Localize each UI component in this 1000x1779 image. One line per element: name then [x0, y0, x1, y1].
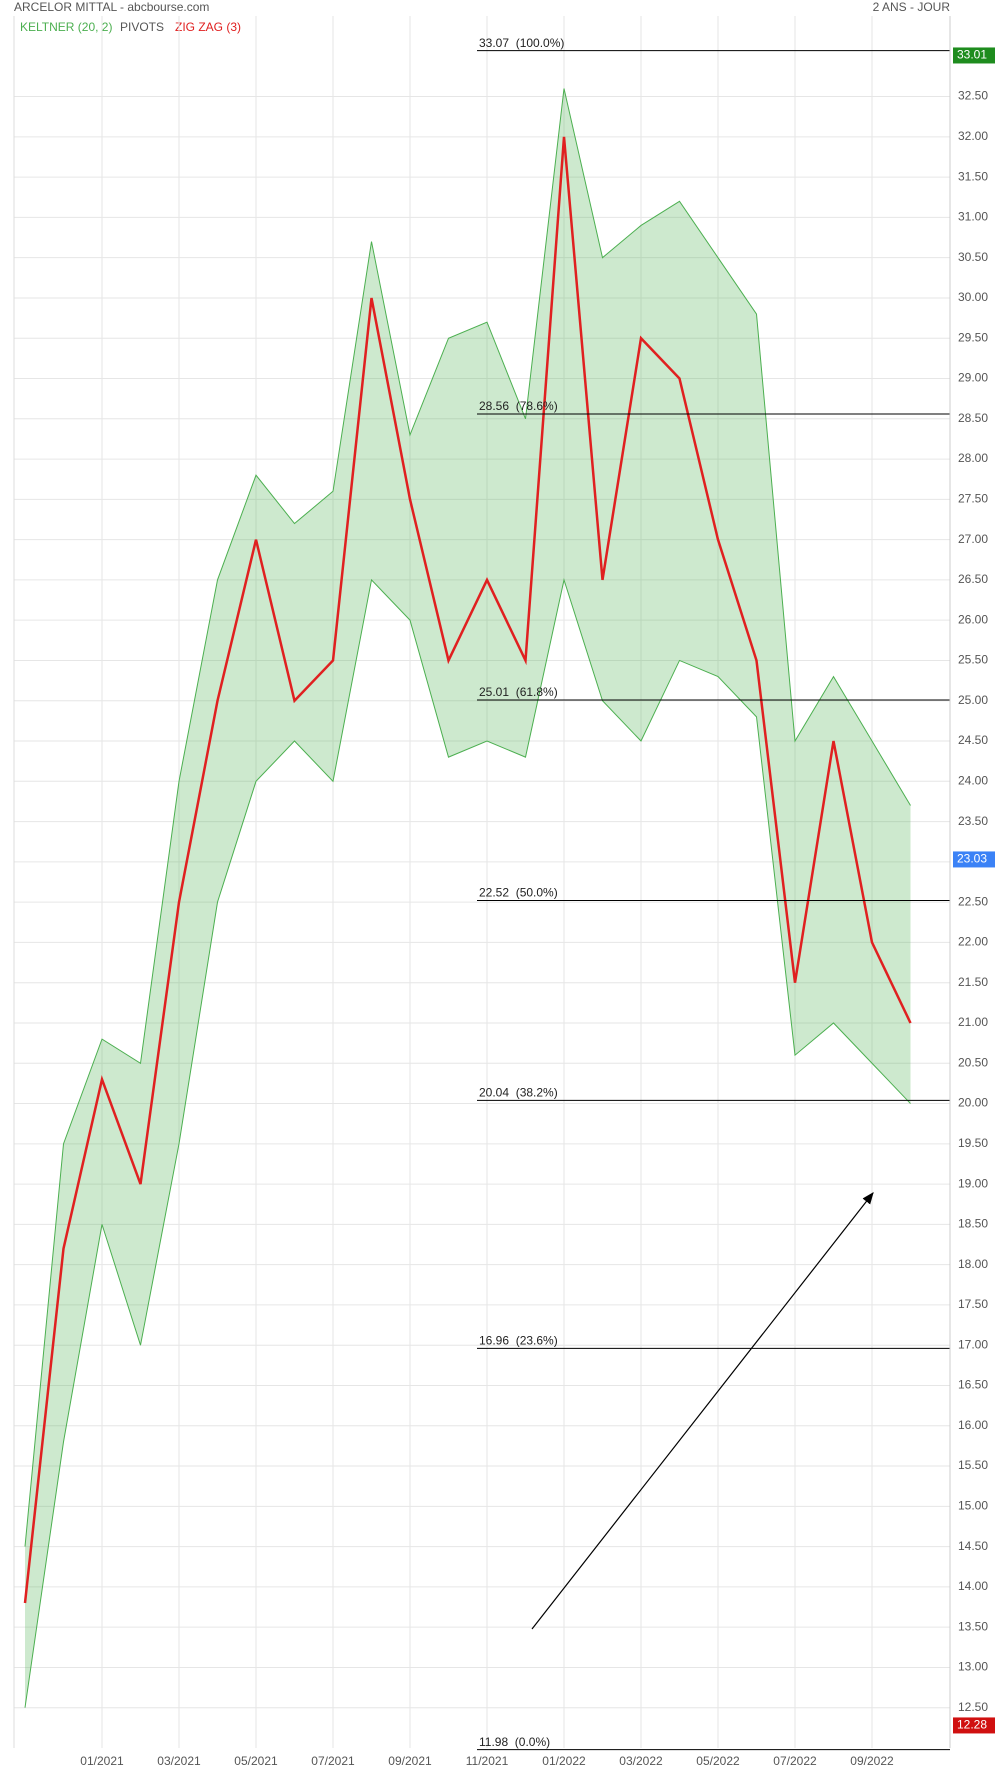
fib-label: 16.96 (23.6%)	[479, 1334, 558, 1348]
legend-keltner: KELTNER (20, 2)	[20, 20, 112, 34]
x-tick-label: 03/2021	[157, 1754, 201, 1768]
y-tick-label: 14.00	[958, 1579, 988, 1593]
keltner-fill	[25, 88, 911, 1708]
x-tick-label: 09/2022	[850, 1754, 894, 1768]
y-tick-label: 29.50	[958, 330, 988, 344]
x-tick-label: 05/2021	[234, 1754, 278, 1768]
y-tick-label: 17.00	[958, 1337, 988, 1351]
fib-label: 20.04 (38.2%)	[479, 1085, 558, 1099]
keltner-upper	[24, 88, 911, 1547]
y-tick-label: 21.50	[958, 975, 988, 989]
y-tick-label: 32.50	[958, 89, 988, 103]
x-tick-label: 01/2021	[80, 1754, 124, 1768]
y-tick-label: 24.00	[958, 773, 988, 787]
y-tick-label: 32.00	[958, 129, 988, 143]
period: 2 ANS - JOUR	[873, 0, 951, 14]
price-line	[23, 136, 912, 1604]
price-tag-label: 12.28	[957, 1718, 987, 1732]
price-tag-label: 23.03	[957, 852, 987, 866]
x-tick-label: 09/2021	[388, 1754, 432, 1768]
legend-pivots: PIVOTS	[120, 20, 164, 34]
y-tick-label: 12.50	[958, 1700, 988, 1714]
y-tick-label: 22.50	[958, 894, 988, 908]
y-tick-label: 30.50	[958, 250, 988, 264]
x-tick-label: 11/2021	[466, 1754, 509, 1768]
fib-label: 28.56 (78.6%)	[479, 399, 558, 413]
y-tick-label: 13.50	[958, 1619, 988, 1633]
y-tick-label: 28.00	[958, 451, 988, 465]
x-tick-label: 03/2022	[619, 1754, 663, 1768]
y-tick-label: 21.00	[958, 1015, 988, 1029]
y-tick-label: 17.50	[958, 1297, 988, 1311]
y-tick-label: 27.50	[958, 492, 988, 506]
legend-zigzag: ZIG ZAG (3)	[175, 20, 241, 34]
y-tick-label: 25.00	[958, 693, 988, 707]
y-tick-label: 19.50	[958, 1136, 988, 1150]
y-tick-label: 29.00	[958, 371, 988, 385]
price-tag	[953, 1717, 995, 1734]
fib-label: 22.52 (50.0%)	[479, 886, 558, 900]
price-tag	[953, 47, 995, 64]
y-tick-label: 15.00	[958, 1498, 988, 1512]
x-tick-label: 07/2021	[311, 1754, 355, 1768]
y-tick-label: 28.50	[958, 411, 988, 425]
y-tick-label: 25.50	[958, 653, 988, 667]
y-tick-label: 18.00	[958, 1257, 988, 1271]
y-tick-label: 30.00	[958, 290, 988, 304]
y-tick-label: 20.00	[958, 1096, 988, 1110]
x-tick-label: 01/2022	[542, 1754, 586, 1768]
keltner-lower	[24, 577, 911, 1708]
price-tag-label: 33.01	[957, 48, 987, 62]
fib-label: 25.01 (61.8%)	[479, 685, 558, 699]
x-tick-label: 05/2022	[696, 1754, 740, 1768]
y-tick-label: 13.00	[958, 1660, 988, 1674]
y-tick-label: 27.00	[958, 532, 988, 546]
y-tick-label: 18.50	[958, 1217, 988, 1231]
y-tick-label: 31.50	[958, 169, 988, 183]
y-tick-label: 22.00	[958, 935, 988, 949]
price-tag	[953, 851, 995, 868]
y-tick-label: 15.50	[958, 1458, 988, 1472]
y-tick-label: 16.50	[958, 1378, 988, 1392]
y-tick-label: 26.00	[958, 612, 988, 626]
y-tick-label: 24.50	[958, 733, 988, 747]
y-tick-label: 16.00	[958, 1418, 988, 1432]
x-tick-label: 07/2022	[773, 1754, 817, 1768]
y-tick-label: 26.50	[958, 572, 988, 586]
y-tick-label: 19.00	[958, 1176, 988, 1190]
y-tick-label: 14.50	[958, 1539, 988, 1553]
y-tick-label: 31.00	[958, 210, 988, 224]
fib-label: 11.98 (0.0%)	[479, 1735, 550, 1749]
y-tick-label: 23.50	[958, 814, 988, 828]
y-tick-label: 20.50	[958, 1055, 988, 1069]
chart-title: ARCELOR MITTAL - abcbourse.com	[14, 0, 209, 14]
arrow	[531, 1192, 874, 1630]
fib-label: 33.07 (100.0%)	[479, 36, 564, 50]
